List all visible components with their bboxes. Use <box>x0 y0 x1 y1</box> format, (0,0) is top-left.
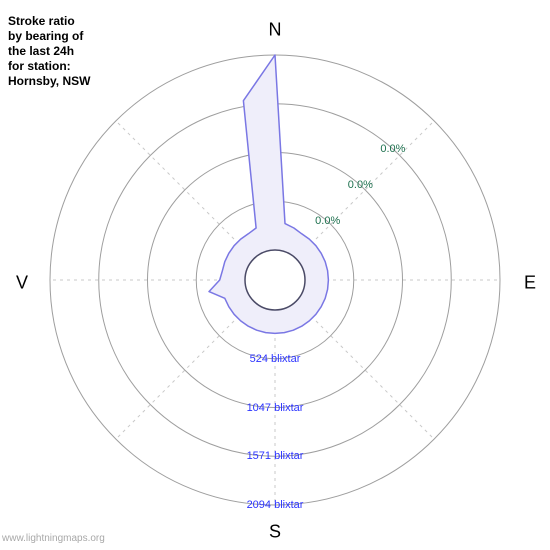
polar-rose-chart-container: Stroke ratio by bearing of the last 24h … <box>0 0 550 550</box>
cardinal-e-label: E <box>524 273 536 294</box>
chart-title: Stroke ratio by bearing of the last 24h … <box>8 14 90 89</box>
cardinal-n-label: N <box>269 20 282 41</box>
credit-text: www.lightningmaps.org <box>2 533 105 544</box>
cardinal-v-label: V <box>16 273 28 294</box>
cardinal-s-label: S <box>269 522 281 543</box>
